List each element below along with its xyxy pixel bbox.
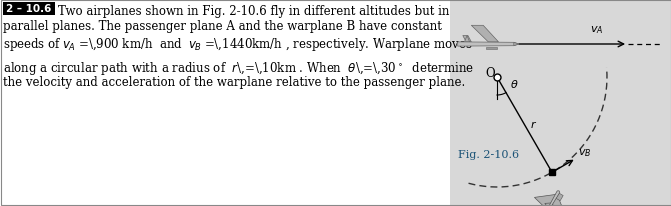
Polygon shape xyxy=(547,191,560,206)
Polygon shape xyxy=(471,26,499,43)
Text: $\theta$: $\theta$ xyxy=(510,78,519,90)
Polygon shape xyxy=(534,194,566,206)
Text: $r$: $r$ xyxy=(531,118,537,129)
Polygon shape xyxy=(464,36,470,43)
Text: O: O xyxy=(485,67,495,80)
Text: $v_B$: $v_B$ xyxy=(578,146,592,158)
Text: along a circular path with a radius of  $r$\,=\,10km . When  $\theta$\,=\,30$^\c: along a circular path with a radius of $… xyxy=(3,60,474,77)
FancyBboxPatch shape xyxy=(3,3,55,16)
Bar xyxy=(450,0,671,206)
Polygon shape xyxy=(463,36,471,43)
Polygon shape xyxy=(556,193,563,201)
Text: Fig. 2-10.6: Fig. 2-10.6 xyxy=(458,149,519,159)
Polygon shape xyxy=(545,203,555,206)
Text: $v_A$: $v_A$ xyxy=(590,24,603,36)
Text: Two airplanes shown in Fig. 2-10.6 fly in different altitudes but in: Two airplanes shown in Fig. 2-10.6 fly i… xyxy=(58,5,450,18)
Polygon shape xyxy=(486,47,497,49)
Text: speeds of $v_{\!A}$ =\,900 km/h  and  $v_{\!B}$ =\,1440km/h , respectively. Warp: speeds of $v_{\!A}$ =\,900 km/h and $v_{… xyxy=(3,36,472,53)
Text: parallel planes. The passenger plane A and the warplane B have constant: parallel planes. The passenger plane A a… xyxy=(3,20,442,33)
Polygon shape xyxy=(514,43,519,47)
Text: the velocity and acceleration of the warplane relative to the passenger plane.: the velocity and acceleration of the war… xyxy=(3,76,465,89)
Text: 2 – 10.6: 2 – 10.6 xyxy=(6,5,52,14)
Polygon shape xyxy=(458,43,519,47)
